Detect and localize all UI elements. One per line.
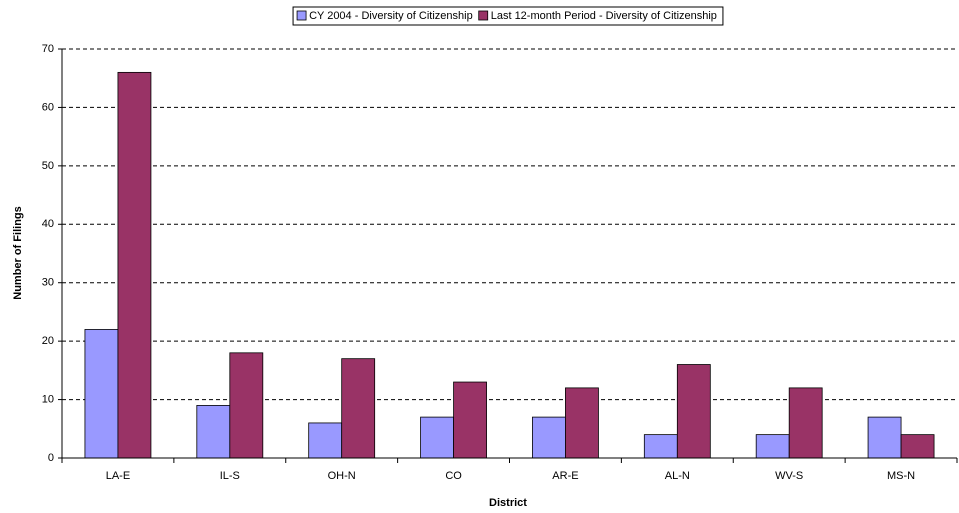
- bar: [676, 364, 711, 459]
- x-tick-label: IL-S: [220, 470, 240, 482]
- bar: [308, 422, 343, 459]
- x-tick-label: WV-S: [775, 470, 803, 482]
- y-tick-label: 70: [42, 43, 54, 55]
- y-tick-label: 60: [42, 101, 54, 113]
- x-tick-label: CO: [445, 470, 462, 482]
- bar: [788, 387, 823, 459]
- x-axis-label: District: [489, 497, 527, 509]
- bar: [229, 352, 264, 459]
- legend-swatch: [478, 10, 489, 21]
- y-tick-label: 10: [42, 393, 54, 405]
- bar: [900, 434, 935, 459]
- bar: [84, 329, 119, 459]
- y-tick-label: 20: [42, 335, 54, 347]
- bar: [755, 434, 790, 459]
- y-axis-label: Number of Filings: [12, 206, 24, 300]
- y-tick-label: 50: [42, 160, 54, 172]
- legend-label: Last 12-month Period - Diversity of Citi…: [491, 10, 717, 22]
- bar: [867, 416, 902, 459]
- y-tick-label: 40: [42, 218, 54, 230]
- y-tick-label: 0: [48, 452, 54, 464]
- bar: [532, 416, 566, 459]
- bar: [341, 358, 376, 459]
- x-tick-label: AR-E: [552, 470, 578, 482]
- x-tick-label: LA-E: [106, 470, 130, 482]
- bar: [565, 387, 599, 459]
- x-tick-label: AL-N: [665, 470, 690, 482]
- legend-box: [292, 6, 724, 26]
- bar: [196, 405, 231, 459]
- x-tick-label: MS-N: [887, 470, 915, 482]
- bar: [420, 416, 454, 459]
- bar: [117, 71, 152, 459]
- legend-swatch: [296, 10, 307, 21]
- legend-label: CY 2004 - Diversity of Citizenship: [309, 10, 473, 22]
- y-tick-label: 30: [42, 277, 54, 289]
- bar: [643, 434, 678, 459]
- x-tick-label: OH-N: [328, 470, 356, 482]
- bar: [453, 381, 487, 459]
